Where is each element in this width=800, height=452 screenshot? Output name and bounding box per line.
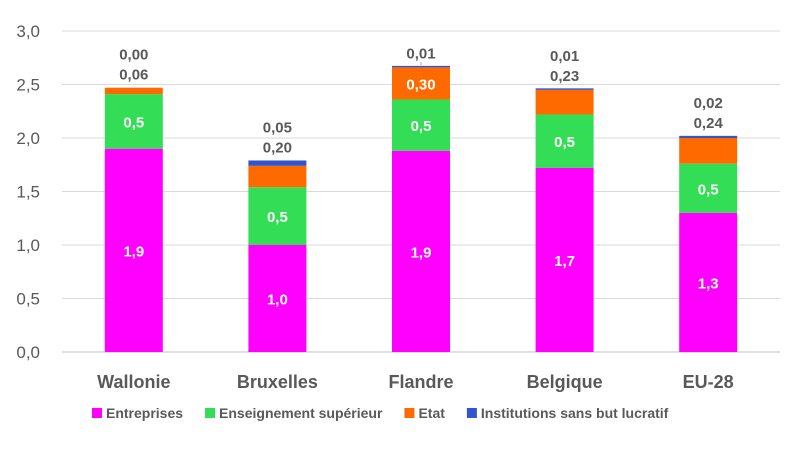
y-axis: 0,0 0,5 1,0 1,5 2,0 2,5 3,0 bbox=[16, 22, 40, 362]
bar-segment bbox=[248, 165, 307, 188]
data-label: 1,3 bbox=[698, 275, 719, 292]
data-label: 1,0 bbox=[267, 292, 288, 309]
legend-label: Entreprises bbox=[106, 405, 183, 421]
data-label: 0,5 bbox=[698, 181, 719, 198]
bars: 1,9 0,5 0,06 0,00 1,0 0,5 0,20 0,05 1,9 0,5 0,30 0,… bbox=[104, 45, 738, 352]
bar-segment bbox=[248, 160, 307, 166]
category-label: EU-28 bbox=[683, 372, 734, 392]
data-label: 1,9 bbox=[411, 244, 432, 261]
data-label: 0,5 bbox=[411, 118, 432, 135]
y-tick-label: 1,5 bbox=[16, 183, 40, 202]
data-label: 0,24 bbox=[694, 115, 724, 132]
bar-segment bbox=[392, 99, 450, 151]
legend: Entreprises Enseignement supérieur Etat Ins… bbox=[92, 405, 669, 421]
y-tick-label: 0,5 bbox=[16, 290, 40, 309]
legend-label: Etat bbox=[418, 405, 445, 421]
category-label: Belgique bbox=[527, 372, 603, 392]
bar-segment bbox=[535, 114, 594, 168]
category-label: Flandre bbox=[388, 372, 453, 392]
data-label: 1,7 bbox=[554, 253, 575, 270]
x-axis: Wallonie Bruxelles Flandre Belgique EU-28 bbox=[97, 372, 734, 392]
legend-swatch bbox=[92, 408, 102, 418]
legend-swatch bbox=[404, 408, 415, 418]
data-label: 0,23 bbox=[550, 68, 579, 85]
bar-segment bbox=[679, 212, 738, 352]
legend-label: Institutions sans but lucratif bbox=[481, 405, 669, 421]
data-label: 0,05 bbox=[263, 119, 292, 136]
legend-swatch bbox=[205, 408, 216, 418]
bar-segment bbox=[104, 87, 163, 95]
data-label: 0,01 bbox=[406, 45, 435, 62]
y-tick-label: 1,0 bbox=[16, 236, 40, 255]
category-label: Bruxelles bbox=[237, 372, 318, 392]
data-label: 1,9 bbox=[123, 243, 144, 260]
bar-segment bbox=[248, 245, 307, 352]
data-label: 0,5 bbox=[267, 209, 288, 226]
data-label: 0,5 bbox=[123, 114, 144, 131]
bar-segment bbox=[679, 163, 738, 213]
data-label: 0,00 bbox=[119, 47, 148, 64]
category-label: Wallonie bbox=[97, 372, 170, 392]
y-tick-label: 3,0 bbox=[16, 22, 40, 41]
data-label: 0,5 bbox=[554, 134, 575, 151]
bar-segment bbox=[535, 89, 594, 115]
bar-segment bbox=[104, 94, 163, 149]
bar-segment bbox=[535, 88, 594, 90]
bar-segment bbox=[392, 65, 450, 68]
data-label: 0,01 bbox=[550, 48, 579, 65]
y-tick-label: 2,0 bbox=[16, 129, 40, 148]
y-tick-label: 0,0 bbox=[16, 343, 40, 362]
legend-label: Enseignement supérieur bbox=[219, 405, 383, 421]
data-label: 0,02 bbox=[694, 95, 723, 112]
bar-segment bbox=[392, 67, 450, 100]
data-label: 0,20 bbox=[263, 139, 292, 156]
bar-segment bbox=[104, 148, 163, 352]
bar-segment bbox=[679, 138, 738, 164]
bar-segment bbox=[679, 135, 738, 138]
legend-swatch bbox=[466, 408, 477, 418]
data-label: 0,30 bbox=[406, 76, 435, 93]
data-label: 0,06 bbox=[119, 67, 148, 84]
bar-segment bbox=[248, 187, 307, 245]
bar-segment bbox=[535, 167, 594, 352]
y-tick-label: 2,5 bbox=[16, 76, 40, 95]
bar-segment bbox=[392, 150, 450, 352]
